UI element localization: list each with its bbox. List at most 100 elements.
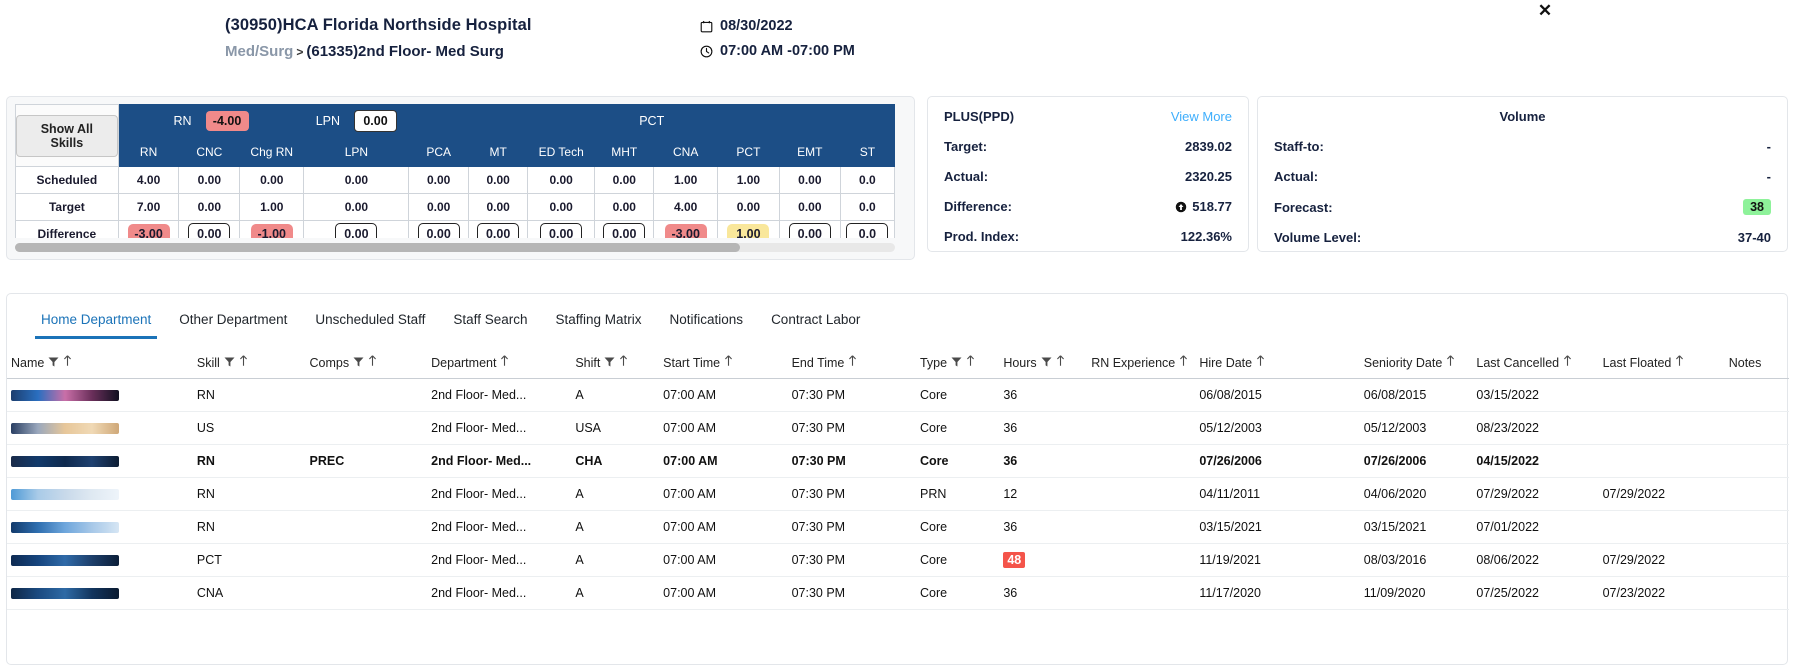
table-row[interactable]: US 2nd Floor- Med... USA 07:00 AM 07:30 PM Co… (7, 411, 1789, 446)
sort-icon[interactable] (619, 355, 628, 370)
skills-cell: 0.0 (839, 193, 895, 221)
sort-icon[interactable] (63, 355, 72, 370)
cell-comps: PREC (305, 444, 428, 479)
cell-hours: 48 (999, 543, 1088, 578)
sort-icon[interactable] (1563, 355, 1572, 370)
column-header-last-floated[interactable]: Last Floated (1598, 349, 1725, 380)
column-header-shift[interactable]: Shift (571, 349, 660, 380)
cell-hire-date: 04/11/2011 (1195, 477, 1360, 512)
sort-icon[interactable] (1179, 355, 1188, 370)
skills-cell: 0.00 (527, 193, 596, 221)
column-header-seniority-date[interactable]: Seniority Date (1359, 349, 1473, 380)
skills-horizontal-scrollbar[interactable] (15, 243, 895, 252)
skills-difference-cell[interactable]: -1.00 (239, 220, 305, 238)
column-header-comps[interactable]: Comps (305, 349, 428, 380)
column-header-label: Last Floated (1602, 356, 1672, 370)
sort-icon[interactable] (239, 355, 248, 370)
table-row[interactable]: PCT 2nd Floor- Med... A 07:00 AM 07:30 PM Cor… (7, 543, 1789, 578)
skills-difference-cell[interactable]: 0.0 (839, 220, 895, 238)
skills-difference-cell[interactable]: 0.00 (467, 220, 529, 238)
column-header-hire-date[interactable]: Hire Date (1195, 349, 1360, 380)
tab-contract-labor[interactable]: Contract Labor (771, 312, 861, 327)
column-header-hours[interactable]: Hours (999, 349, 1088, 380)
sort-icon[interactable] (368, 355, 377, 370)
filter-icon[interactable] (224, 356, 235, 370)
hours-alert-badge: 48 (1003, 552, 1026, 569)
cell-name (7, 411, 193, 446)
skills-cell: 0.00 (408, 166, 469, 194)
tab-staff-search[interactable]: Staff Search (453, 312, 528, 327)
column-header-rn-experience[interactable]: RN Experience (1087, 349, 1196, 380)
column-header-last-cancelled[interactable]: Last Cancelled (1472, 349, 1599, 380)
filter-icon[interactable] (951, 356, 962, 370)
skills-difference-cell[interactable]: 0.00 (178, 220, 241, 238)
column-header-notes[interactable]: Notes (1724, 349, 1789, 380)
table-row[interactable]: RN 2nd Floor- Med... A 07:00 AM 07:30 PM Core… (7, 510, 1789, 545)
skill-group-pct-label: PCT (639, 114, 665, 128)
cell-type: Core (915, 378, 1000, 413)
table-row[interactable]: RN 2nd Floor- Med... A 07:00 AM 07:30 PM PRN 1… (7, 477, 1789, 512)
sort-icon[interactable] (1256, 355, 1265, 370)
tab-unscheduled-staff[interactable]: Unscheduled Staff (315, 312, 426, 327)
table-row[interactable]: RN 2nd Floor- Med... A 07:00 AM 07:30 PM Core… (7, 378, 1789, 413)
column-header-name[interactable]: Name (7, 349, 193, 380)
arrow-up-icon (1175, 201, 1187, 213)
skills-row-target: Target 7.00 0.00 1.00 0.00 0.00 0.00 0.00 0.00 4.… (15, 193, 895, 221)
cell-start-time: 07:00 AM (659, 378, 788, 413)
cell-name (7, 510, 193, 545)
skills-difference-cell[interactable]: 0.00 (408, 220, 469, 238)
filter-icon[interactable] (1041, 356, 1052, 370)
sort-icon[interactable] (1675, 355, 1684, 370)
plus-actual-row: Actual: 2320.25 (944, 169, 1232, 184)
filter-icon[interactable] (604, 356, 615, 370)
column-header-department[interactable]: Department (427, 349, 572, 380)
skill-group-lpn-label: LPN (315, 114, 341, 128)
tab-home-department[interactable]: Home Department (27, 304, 165, 339)
skills-difference-value: 0.00 (477, 223, 520, 238)
calendar-icon (700, 20, 713, 33)
sort-icon[interactable] (848, 355, 857, 370)
sort-icon[interactable] (500, 355, 509, 370)
table-row[interactable]: RN PREC 2nd Floor- Med... CHA 07:00 AM 07:30 … (7, 444, 1789, 479)
volume-forecast-label: Forecast: (1274, 199, 1333, 215)
tab-staffing-matrix[interactable]: Staffing Matrix (555, 312, 642, 327)
breadcrumb-department[interactable]: Med/Surg (225, 43, 294, 60)
filter-icon[interactable] (353, 356, 364, 370)
skill-group-pct: PCT (408, 104, 895, 138)
cell-start-time: 07:00 AM (659, 543, 788, 578)
sort-icon[interactable] (966, 355, 975, 370)
sort-icon[interactable] (724, 355, 733, 370)
tab-other-department[interactable]: Other Department (179, 312, 288, 327)
sort-icon[interactable] (1056, 355, 1065, 370)
column-header-skill[interactable]: Skill (192, 349, 306, 380)
skills-column-pct: PCT (716, 137, 780, 167)
show-all-skills-button[interactable]: Show All Skills (16, 114, 118, 157)
page-header: (30950)HCA Florida Northside Hospital Me… (0, 16, 1794, 78)
cell-last-floated: 07/29/2022 (1598, 477, 1725, 512)
column-header-end-time[interactable]: End Time (787, 349, 916, 380)
skills-grid-scroll-area[interactable]: Show All Skills RN -4.00 LPN 0.00 (15, 104, 895, 238)
cell-shift: A (571, 510, 660, 545)
tab-notifications[interactable]: Notifications (669, 312, 744, 327)
filter-icon[interactable] (48, 356, 59, 370)
column-header-start-time[interactable]: Start Time (659, 349, 788, 380)
skills-difference-cell[interactable]: 0.00 (303, 220, 410, 238)
skills-difference-value: 0.00 (540, 223, 583, 238)
skills-cell: 0.00 (467, 166, 529, 194)
column-header-type[interactable]: Type (915, 349, 1000, 380)
cell-hire-date: 03/15/2021 (1195, 510, 1360, 545)
skills-difference-cell[interactable]: 0.00 (778, 220, 841, 238)
table-row[interactable]: CNA 2nd Floor- Med... A 07:00 AM 07:30 PM Cor… (7, 576, 1789, 611)
column-header-label: Notes (1728, 356, 1762, 370)
skills-cell: 4.00 (653, 193, 718, 221)
cell-last-cancelled: 08/23/2022 (1472, 411, 1599, 446)
skills-difference-cell[interactable]: -3.00 (653, 220, 718, 238)
skills-difference-cell[interactable]: 0.00 (594, 220, 655, 238)
sort-icon[interactable] (1446, 355, 1455, 370)
skills-difference-cell[interactable]: 1.00 (716, 220, 780, 238)
skills-difference-cell[interactable]: 0.00 (527, 220, 596, 238)
breadcrumb-unit: (61335)2nd Floor- Med Surg (306, 43, 504, 60)
view-more-link[interactable]: View More (1170, 109, 1232, 124)
close-icon[interactable]: ✕ (1537, 1, 1553, 20)
skills-difference-cell[interactable]: -3.00 (117, 220, 180, 238)
